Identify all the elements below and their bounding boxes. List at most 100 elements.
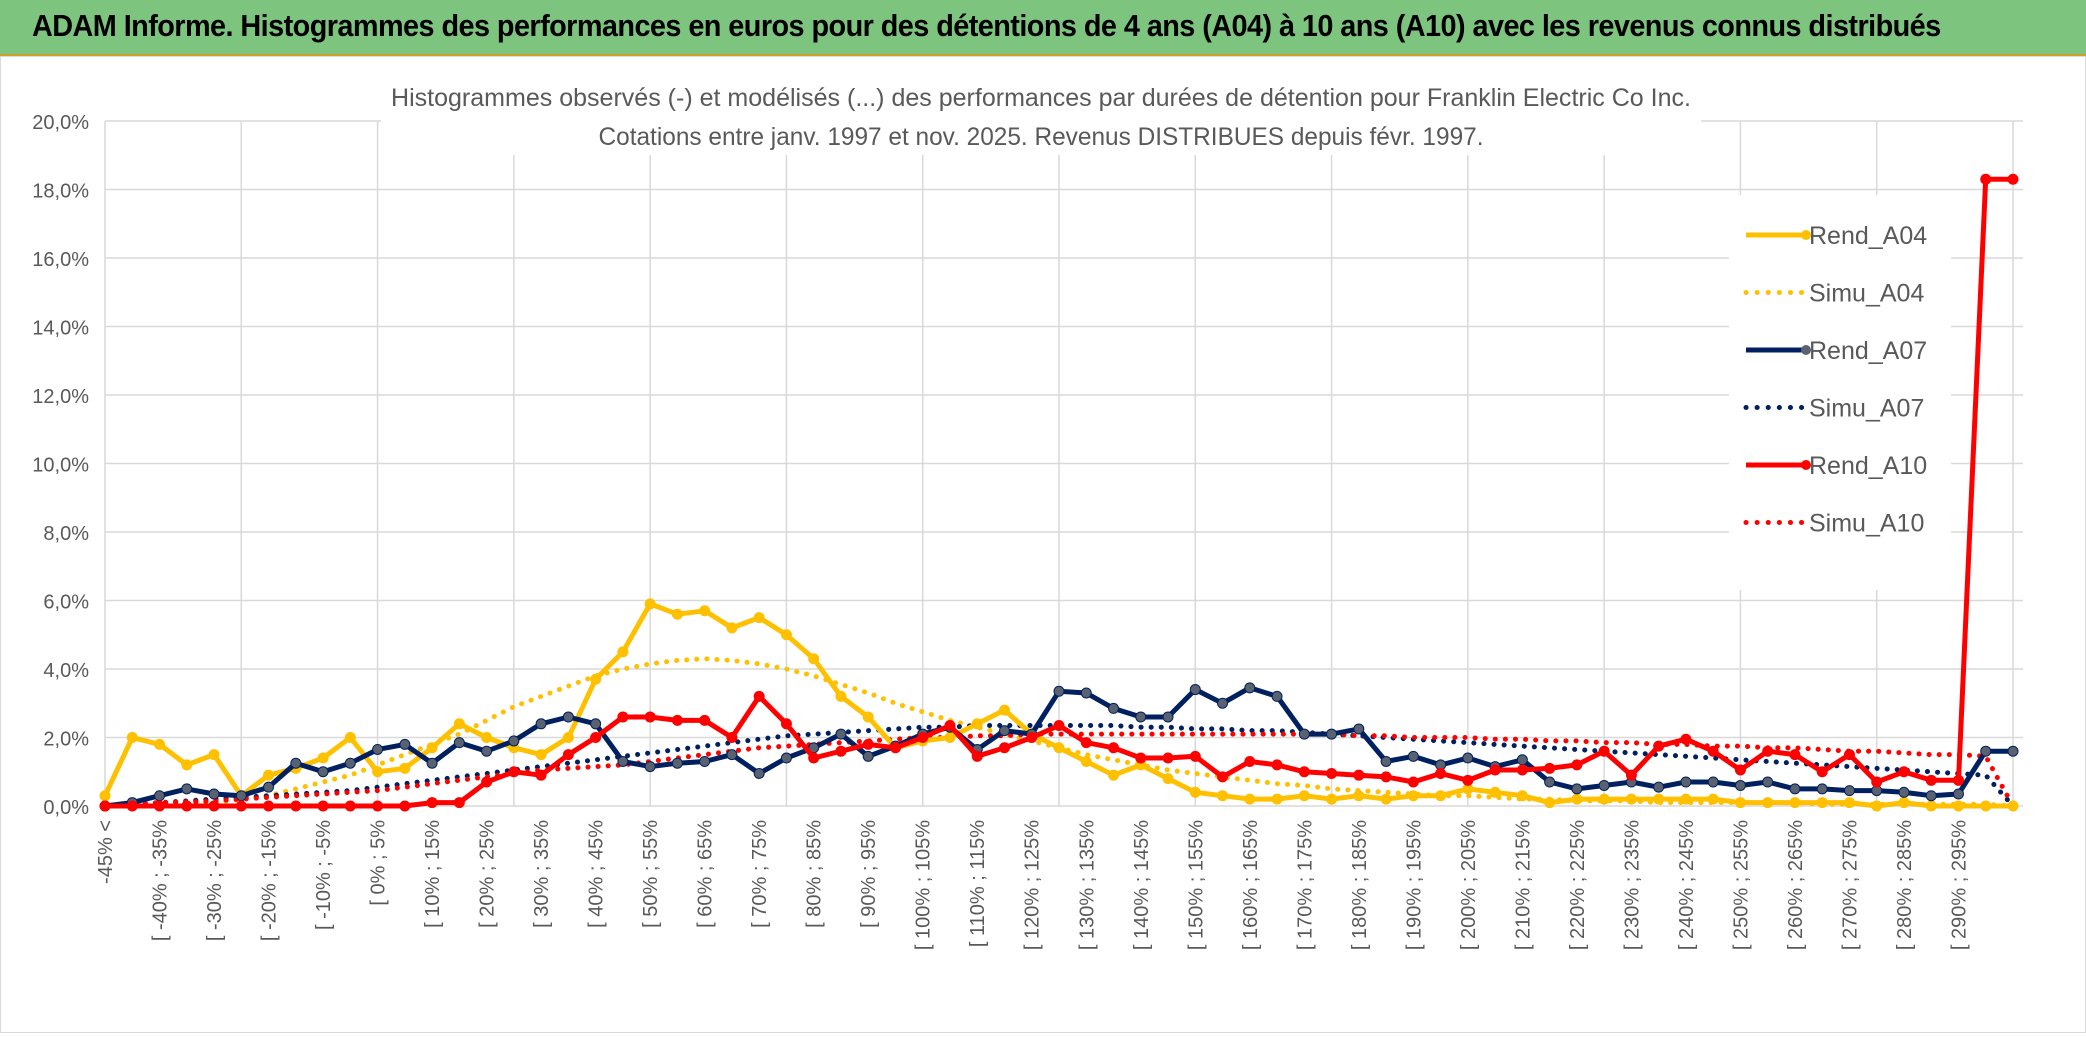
data-point <box>344 732 356 743</box>
data-point <box>644 711 656 723</box>
data-point <box>617 646 629 658</box>
data-point <box>835 745 847 757</box>
data-point <box>290 757 302 769</box>
data-point <box>1244 793 1256 805</box>
data-point <box>1625 793 1637 805</box>
x-tick-label: [ 10% ; 15% <box>422 820 444 928</box>
x-tick-label: [ 40% ; 45% <box>586 820 608 928</box>
data-point <box>426 797 438 809</box>
data-point <box>1762 745 1774 757</box>
x-tick-label: [ 220% ; 225% <box>1567 820 1589 950</box>
x-tick-label: [ -30% ; -25% <box>204 820 226 941</box>
data-point <box>235 790 247 802</box>
data-point <box>535 749 547 761</box>
data-point <box>862 750 874 762</box>
data-point <box>1653 740 1665 752</box>
data-point <box>1162 773 1174 785</box>
x-tick-label: [ 0% ; 5% <box>368 820 390 906</box>
data-point <box>181 783 193 795</box>
title-background <box>381 79 1701 155</box>
data-point <box>426 757 438 769</box>
series <box>99 173 2019 812</box>
y-tick-label: 2,0% <box>43 729 89 751</box>
data-point <box>671 608 683 620</box>
data-point <box>1598 779 1610 791</box>
data-point <box>808 653 820 665</box>
data-point <box>1380 793 1392 805</box>
data-point <box>99 790 111 802</box>
legend-entry: Simu_A10 <box>1809 510 1924 538</box>
data-point <box>617 711 629 723</box>
data-point <box>1407 776 1419 788</box>
data-point <box>154 790 166 802</box>
y-tick-label: 12,0% <box>32 386 89 408</box>
data-point <box>1598 793 1610 805</box>
data-point <box>290 800 302 812</box>
data-point <box>535 718 547 730</box>
x-tick-label: [ 150% ; 155% <box>1185 820 1207 950</box>
data-point <box>126 800 138 812</box>
data-point <box>998 704 1010 716</box>
x-tick-label: [ -40% ; -35% <box>150 820 172 941</box>
x-tick-label: [ -10% ; -5% <box>313 820 335 930</box>
data-point <box>1980 173 1992 185</box>
data-point <box>1680 776 1692 788</box>
data-point <box>562 732 574 743</box>
data-point <box>671 757 683 769</box>
x-tick-label: [ 260% ; 265% <box>1785 820 1807 950</box>
data-point <box>1571 793 1583 805</box>
x-tick-label: [ 210% ; 215% <box>1512 820 1534 950</box>
legend-entry: Rend_A10 <box>1809 452 1927 480</box>
report-header: ADAM Informe. Histogrammes des performan… <box>0 0 2086 56</box>
legend-entry: Rend_A07 <box>1809 337 1927 365</box>
data-point <box>1925 774 1937 786</box>
x-tick-label: [ 170% ; 175% <box>1294 820 1316 950</box>
x-tick-label: [ 30% ; 35% <box>531 820 553 928</box>
data-point <box>1053 742 1065 754</box>
x-tick-label: [ 200% ; 205% <box>1458 820 1480 950</box>
legend-entry: Simu_A04 <box>1809 280 1924 308</box>
data-point <box>1653 781 1665 793</box>
data-point <box>1080 687 1092 699</box>
data-point <box>1407 790 1419 802</box>
data-point <box>1298 790 1310 802</box>
data-point <box>1108 742 1120 754</box>
data-point <box>590 673 602 685</box>
data-point <box>671 714 683 726</box>
legend-entry: Rend_A04 <box>1809 222 1927 250</box>
x-tick-label: [ 110% ; 115% <box>967 820 989 947</box>
data-point <box>971 750 983 762</box>
data-point <box>263 781 275 793</box>
data-point <box>1625 769 1637 781</box>
data-point <box>1734 797 1746 809</box>
data-point <box>1516 790 1528 802</box>
data-point <box>453 718 465 730</box>
data-point <box>726 622 738 634</box>
x-tick-label: [ 90% ; 95% <box>858 820 880 928</box>
data-point <box>1326 728 1338 740</box>
data-point <box>317 800 329 812</box>
data-point <box>1925 790 1937 802</box>
data-point <box>944 732 956 743</box>
data-point <box>1271 793 1283 805</box>
data-point <box>1217 771 1229 783</box>
data-point <box>1489 786 1501 798</box>
data-point <box>726 749 738 761</box>
x-tick-label: [ 290% ; 295% <box>1948 820 1970 950</box>
data-point <box>344 757 356 769</box>
legend: Rend_A04 Simu_A04 Rend_A07 Simu_A07 Rend_A10… <box>1729 195 1951 590</box>
data-point <box>1326 767 1338 779</box>
data-point <box>344 800 356 812</box>
data-point <box>780 718 792 730</box>
x-tick-label: [ 100% ; 105% <box>913 820 935 950</box>
data-point <box>699 755 711 767</box>
data-point <box>1516 754 1528 766</box>
data-point <box>780 752 792 764</box>
data-point <box>1380 755 1392 767</box>
x-tick-label: [ 250% ; 255% <box>1730 820 1752 950</box>
report-title: ADAM Informe. Histogrammes des performan… <box>32 8 1941 43</box>
data-point <box>1571 783 1583 795</box>
data-point <box>780 629 792 641</box>
data-point <box>1162 752 1174 764</box>
data-point <box>1271 690 1283 702</box>
